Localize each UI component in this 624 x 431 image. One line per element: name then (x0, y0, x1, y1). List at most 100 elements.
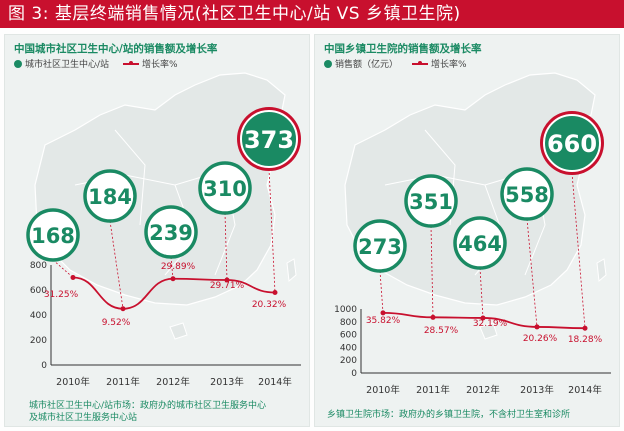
sales-circle (404, 174, 458, 228)
y-tick-label: 1000 (334, 305, 357, 315)
y-tick-label: 600 (340, 331, 357, 341)
legend-circle-icon (14, 59, 22, 68)
sales-value: 558 (505, 183, 549, 207)
sales-circle (144, 205, 198, 259)
leader-line (430, 225, 434, 318)
sales-value: 310 (203, 177, 247, 201)
leader-line (224, 212, 228, 281)
map-taiwan-shape (596, 258, 607, 282)
map-background (344, 72, 607, 340)
y-tick-label: 0 (351, 369, 357, 379)
x-tick-label: 2011年 (106, 376, 140, 388)
map-province-borders (384, 129, 546, 276)
growth-label: 18.28% (568, 335, 603, 345)
growth-point (430, 314, 436, 320)
y-tick-label: 800 (30, 261, 47, 271)
footnote: 城市社区卫生中心/站市场：政府办的城市社区卫生服务中心 及城市社区卫生服务中心站 (29, 400, 266, 424)
map-province-borders (74, 129, 236, 276)
panel-title: 中国城市社区卫生中心/站的销售额及增长率 (14, 43, 218, 55)
sales-circle (353, 219, 407, 273)
x-tick-label: 2011年 (416, 384, 450, 396)
leader-line (109, 220, 124, 309)
growth-point (70, 275, 76, 280)
y-tick-label: 800 (340, 318, 357, 328)
growth-line (72, 276, 276, 310)
sales-value: 168 (31, 224, 75, 248)
sales-value: 373 (244, 126, 294, 154)
growth-label: 28.57% (424, 326, 459, 336)
legend: 销售额（亿元） 增长率% (324, 57, 467, 70)
sales-circle (198, 161, 252, 215)
x-tick-label: 2013年 (210, 376, 244, 388)
growth-point (534, 324, 540, 330)
x-tick-label: 2010年 (366, 384, 400, 396)
growth-point (480, 315, 486, 321)
footnote-line: 城市社区卫生中心/站市场：政府办的城市社区卫生服务中心 (29, 401, 267, 411)
y-tick-label: 200 (30, 336, 47, 346)
x-tick-label: 2012年 (466, 384, 500, 396)
panel-title: 中国乡镇卫生院的销售额及增长率 (324, 43, 482, 55)
growth-label: 35.82% (366, 316, 401, 326)
growth-label: 9.52% (102, 318, 131, 328)
growth-label: 29.89% (161, 262, 196, 272)
growth-point (380, 310, 386, 316)
chart-community-centers: 800 600 400 200 0 2010年 2011年 2012年 2013年 2014年 31… (26, 72, 301, 388)
y-tick-label: 600 (30, 286, 47, 296)
figure-banner: 图 3: 基层终端销售情况(社区卫生中心/站 VS 乡镇卫生院) (0, 0, 624, 28)
y-tick-label: 400 (30, 311, 47, 321)
x-tick-label: 2014年 (258, 376, 292, 388)
legend-line-label: 增长率% (431, 60, 467, 70)
growth-point (272, 290, 278, 295)
legend-line-icon (123, 60, 140, 65)
footnote: 乡镇卫生院市场：政府办的乡镇卫生院，不含村卫生室和诊所 (327, 409, 570, 421)
sales-value: 660 (547, 130, 597, 158)
growth-label: 31.25% (44, 290, 79, 300)
growth-label: 29.71% (210, 281, 245, 291)
growth-point (582, 325, 588, 331)
x-tick-label: 2012年 (156, 376, 190, 388)
legend: 城市社区卫生中心/站 增长率% (14, 57, 178, 70)
growth-label: 32.19% (473, 319, 508, 329)
map-hainan-shape (169, 322, 188, 340)
footnote-line: 乡镇卫生院市场：政府办的乡镇卫生院，不含村卫生室和诊所 (327, 410, 571, 420)
map-hainan-shape (479, 322, 498, 340)
sales-circle (500, 167, 554, 221)
leader-line (379, 270, 384, 313)
sales-value: 273 (358, 235, 402, 259)
growth-label: 20.26% (523, 334, 558, 344)
growth-point (120, 306, 126, 312)
growth-label: 20.32% (252, 300, 287, 310)
sales-value: 184 (88, 185, 132, 209)
growth-point (170, 276, 176, 282)
panel-township-hospitals: 1000 800 600 400 200 0 2010年 2011年 2012年 2013年 201… (314, 34, 620, 427)
legend-circle-icon (324, 59, 332, 68)
footnote-line: 及城市社区卫生服务中心站 (29, 413, 138, 423)
leader-line (52, 259, 74, 278)
leader-line (268, 168, 276, 293)
sales-value: 239 (149, 221, 193, 245)
sales-circle (543, 114, 601, 172)
panel-community-centers: 800 600 400 200 0 2010年 2011年 2012年 2013年 2014年 31… (4, 34, 310, 427)
sales-value: 464 (458, 232, 502, 256)
chart-township-hospitals: 1000 800 600 400 200 0 2010年 2011年 2012年 2013年 201… (334, 72, 611, 396)
y-tick-label: 0 (41, 361, 47, 371)
x-tick-label: 2013年 (520, 384, 554, 396)
x-tick-label: 2010年 (56, 376, 90, 388)
y-tick-label: 400 (340, 343, 357, 353)
sales-circle (83, 169, 137, 223)
growth-point (224, 277, 230, 283)
map-taiwan-shape (286, 258, 297, 282)
leader-line (571, 172, 586, 329)
leader-line (479, 267, 484, 318)
sales-circle (240, 110, 298, 168)
legend-line-label: 增长率% (142, 60, 178, 70)
x-tick-label: 2014年 (568, 384, 602, 396)
legend-line-icon (412, 60, 429, 65)
legend-bar-label: 城市社区卫生中心/站 (25, 60, 110, 70)
y-tick-label: 200 (340, 356, 357, 366)
sales-circle (453, 216, 507, 270)
sales-circle (26, 208, 80, 262)
legend-bar-label: 销售额（亿元） (335, 60, 399, 70)
sales-value: 351 (409, 190, 453, 214)
